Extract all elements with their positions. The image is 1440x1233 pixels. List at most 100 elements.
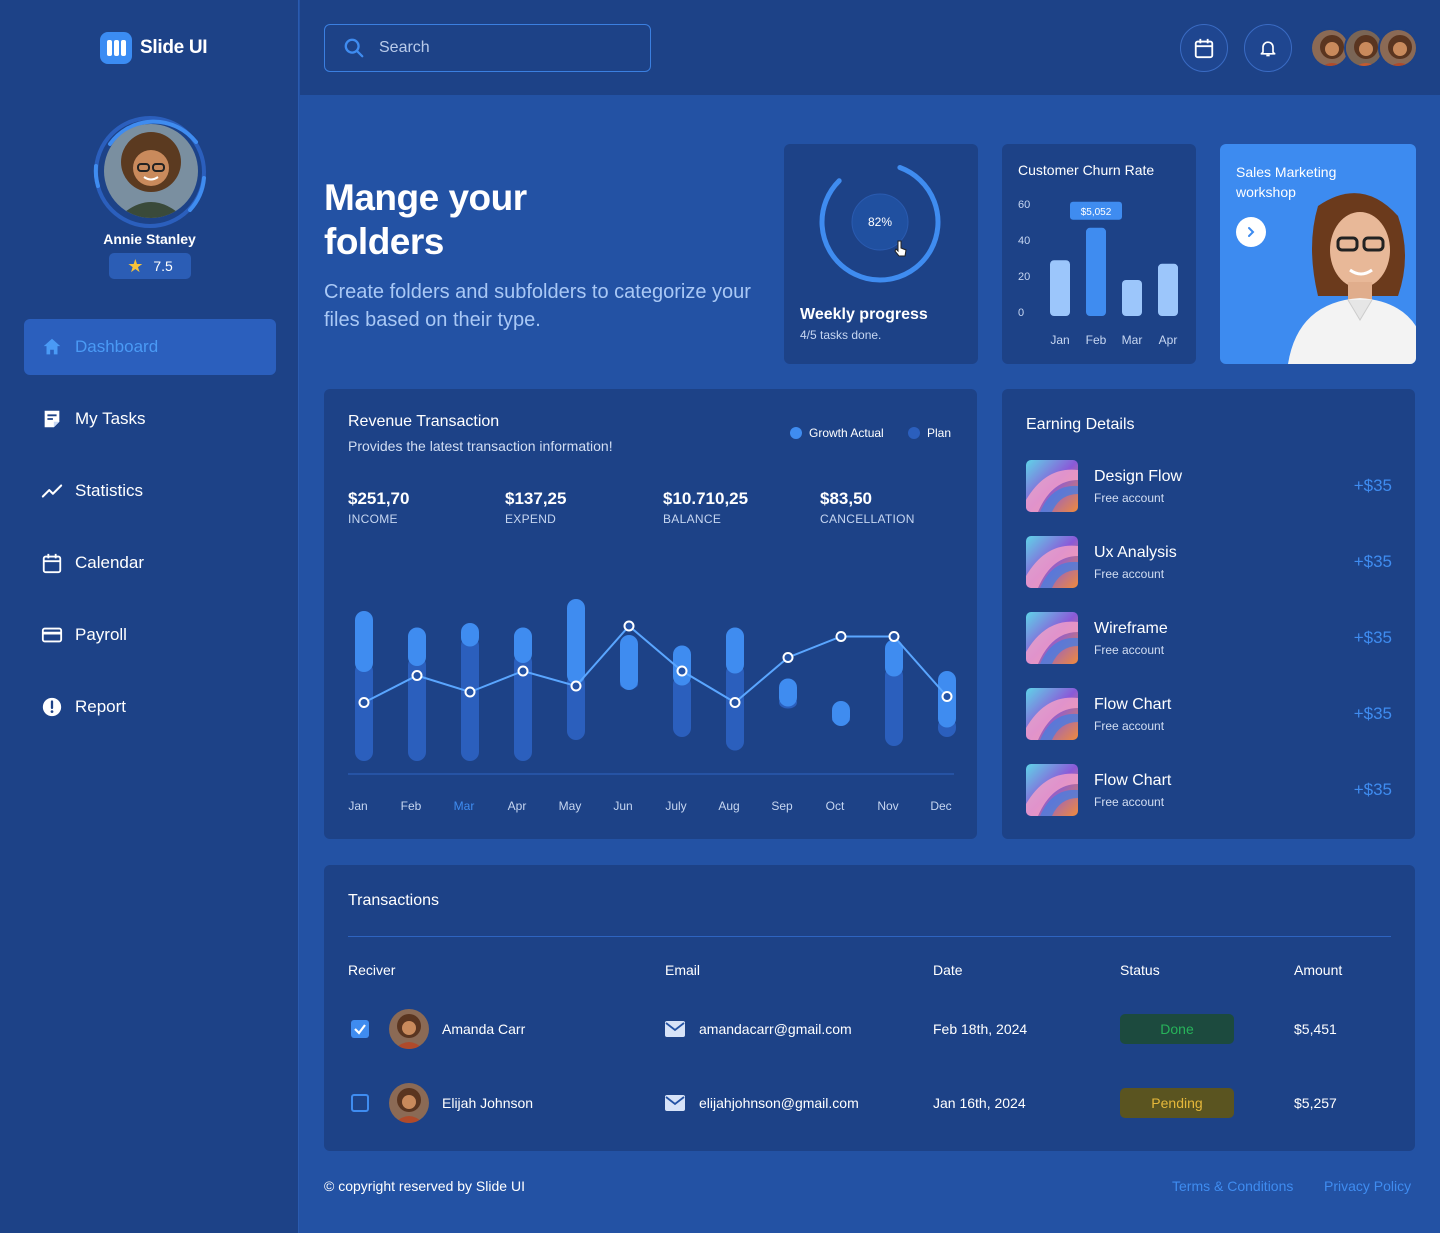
- earning-item[interactable]: Flow Chart Free account +$35: [1026, 688, 1392, 740]
- actual-bar[interactable]: [779, 678, 797, 707]
- rating-badge: ★ 7.5: [109, 253, 191, 279]
- trend-point[interactable]: [411, 670, 423, 681]
- churn-tick-label: 20: [1018, 271, 1030, 283]
- trend-point[interactable]: [517, 665, 529, 677]
- privacy-link[interactable]: Privacy Policy: [1324, 1178, 1412, 1194]
- earning-item[interactable]: Flow Chart Free account +$35: [1026, 764, 1392, 816]
- earning-item[interactable]: Wireframe Free account +$35: [1026, 612, 1392, 664]
- sales-workshop-card[interactable]: Sales Marketing workshop: [1220, 144, 1416, 364]
- search-input[interactable]: [379, 39, 619, 57]
- churn-month-label: Mar: [1122, 333, 1143, 347]
- trend-point[interactable]: [623, 620, 635, 632]
- sidebar-item-label: Statistics: [75, 481, 144, 500]
- earning-subtitle: Free account: [1094, 567, 1165, 581]
- page-title-line: folders: [324, 221, 444, 262]
- trend-point[interactable]: [676, 665, 688, 677]
- actual-bar[interactable]: [726, 627, 744, 674]
- profile-ring: [93, 116, 206, 228]
- actual-bar[interactable]: [408, 627, 426, 667]
- plan-bar[interactable]: [567, 674, 585, 740]
- plan-bar[interactable]: [673, 675, 691, 738]
- plan-bar[interactable]: [461, 636, 479, 762]
- notification-button[interactable]: [1244, 24, 1292, 72]
- statistics-icon: [41, 484, 63, 498]
- promo-next-button[interactable]: [1236, 217, 1266, 247]
- sidebar-item-report[interactable]: Report: [24, 679, 276, 735]
- profile-name: Annie Stanley: [103, 231, 196, 247]
- earning-item[interactable]: Design Flow Free account +$35: [1026, 460, 1392, 512]
- churn-bar[interactable]: [1086, 227, 1106, 316]
- avatar[interactable]: [104, 124, 198, 218]
- terms-link[interactable]: Terms & Conditions: [1172, 1178, 1294, 1194]
- star-icon: ★: [127, 256, 144, 276]
- trend-point[interactable]: [782, 652, 794, 663]
- earning-name: Design Flow: [1094, 468, 1183, 485]
- actual-bar[interactable]: [461, 623, 479, 647]
- actual-bar[interactable]: [620, 635, 638, 690]
- actual-bar[interactable]: [514, 627, 532, 664]
- churn-bar[interactable]: [1122, 280, 1142, 316]
- trend-point[interactable]: [358, 697, 370, 708]
- row-checkbox[interactable]: [351, 1020, 369, 1038]
- sidebar-item-statistics[interactable]: Statistics: [24, 463, 276, 519]
- revenue-card: Revenue Transaction Provides the latest …: [324, 389, 977, 839]
- sidebar-item-my-tasks[interactable]: My Tasks: [24, 391, 276, 447]
- page-title: Mange your folders: [324, 176, 527, 264]
- revenue-subtitle: Provides the latest transaction informat…: [348, 438, 613, 454]
- churn-bar[interactable]: [1158, 263, 1178, 316]
- churn-bar[interactable]: [1050, 260, 1070, 316]
- earning-subtitle: Free account: [1094, 643, 1165, 657]
- trend-point[interactable]: [941, 691, 953, 702]
- avatar[interactable]: [1310, 28, 1350, 68]
- progress-title: Weekly progress: [800, 306, 928, 323]
- calendar-icon: [42, 553, 62, 574]
- actual-bar[interactable]: [355, 611, 373, 672]
- trend-point[interactable]: [729, 697, 741, 708]
- row-checkbox[interactable]: [351, 1094, 369, 1112]
- actual-bar[interactable]: [567, 599, 585, 684]
- plan-bar[interactable]: [355, 662, 373, 761]
- column-header[interactable]: Status: [1120, 962, 1160, 978]
- sidebar-item-payroll[interactable]: Payroll: [24, 607, 276, 663]
- transactions-title: Transactions: [348, 892, 439, 909]
- actual-bar[interactable]: [885, 639, 903, 677]
- trend-point[interactable]: [835, 631, 847, 642]
- plan-bar[interactable]: [885, 666, 903, 747]
- email-link[interactable]: amandacarr@gmail.com: [699, 1021, 852, 1037]
- revenue-chart: Jan Feb Mar Apr May Jun July Aug Sep Oct Nov Dec: [348, 599, 956, 813]
- search-box[interactable]: [324, 24, 651, 72]
- sidebar-item-label: Dashboard: [75, 337, 159, 356]
- trend-point[interactable]: [570, 680, 582, 692]
- churn-month-label: Apr: [1159, 333, 1178, 347]
- brand-logo[interactable]: Slide UI: [100, 32, 208, 64]
- actual-bar[interactable]: [832, 701, 850, 726]
- avatar[interactable]: [389, 1009, 429, 1049]
- legend-plan: Plan: [908, 426, 951, 440]
- plan-bar[interactable]: [408, 656, 426, 761]
- stat-cancellation: $83,50 CANCELLATION: [820, 489, 915, 526]
- calendar-button[interactable]: [1180, 24, 1228, 72]
- sidebar-item-calendar[interactable]: Calendar: [24, 535, 276, 591]
- column-header[interactable]: Reciver: [348, 962, 396, 978]
- earning-amount: +$35: [1353, 628, 1392, 647]
- home-icon: [43, 338, 61, 355]
- stat-value: $251,70: [348, 489, 410, 508]
- churn-tooltip-label: $5,052: [1081, 207, 1112, 218]
- column-header[interactable]: Date: [933, 962, 963, 978]
- avatar[interactable]: [389, 1083, 429, 1123]
- avatar[interactable]: [1378, 28, 1418, 68]
- team-avatars[interactable]: [1310, 28, 1418, 68]
- email-link[interactable]: elijahjohnson@gmail.com: [699, 1095, 859, 1111]
- churn-chart: 60 40 20 0 Jan Feb $5,052 Mar Apr: [1018, 199, 1178, 347]
- earning-item[interactable]: Ux Analysis Free account +$35: [1026, 536, 1392, 588]
- stat-income: $251,70 INCOME: [348, 489, 409, 526]
- weekly-progress-card[interactable]: 82% Weekly progress 4/5 tasks done.: [784, 144, 978, 364]
- stat-balance: $10.710,25 BALANCE: [663, 489, 748, 526]
- column-header[interactable]: Email: [665, 962, 701, 978]
- column-header[interactable]: Amount: [1294, 962, 1343, 978]
- trend-point[interactable]: [464, 686, 476, 698]
- plan-bar[interactable]: [514, 653, 532, 761]
- trend-point[interactable]: [888, 631, 900, 642]
- earning-card: Earning Details Design Flow Free account +…: [1002, 389, 1415, 839]
- sidebar-item-dashboard[interactable]: Dashboard: [24, 319, 276, 375]
